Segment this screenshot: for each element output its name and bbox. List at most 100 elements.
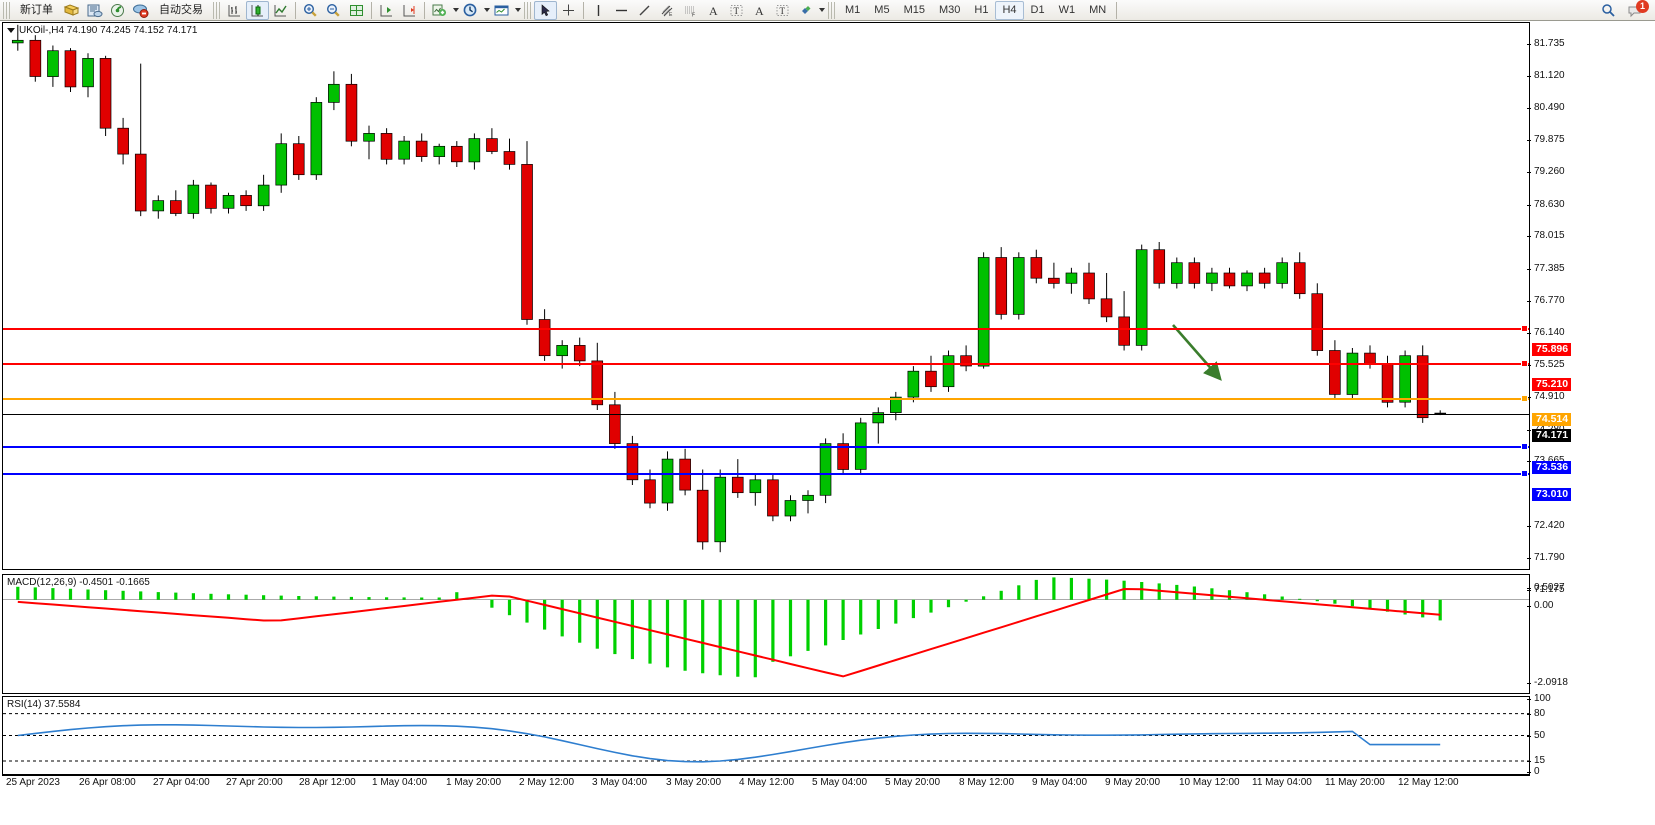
time-tick: 3 May 04:00 [592, 777, 648, 788]
level-handle[interactable] [1521, 325, 1528, 332]
level-line-support-2[interactable] [3, 473, 1529, 475]
label-icon[interactable]: T [725, 1, 748, 20]
fibonacci-icon[interactable]: F [679, 1, 702, 20]
time-tick: 28 Apr 12:00 [299, 777, 356, 788]
timeframe-m15[interactable]: M15 [903, 3, 925, 16]
line-chart-icon[interactable] [269, 1, 292, 20]
price-tag-resistance-1[interactable]: 75.896 [1532, 343, 1572, 356]
toolbar-divider-2 [371, 1, 372, 19]
indicators-chevron-down-icon[interactable] [453, 8, 459, 12]
toolbar-grip-2[interactable] [213, 1, 220, 19]
time-tick: 5 May 20:00 [885, 777, 941, 788]
level-line-resistance-2[interactable] [3, 363, 1529, 365]
portfolio-icon[interactable] [60, 1, 83, 20]
chart-area[interactable]: UKOil-,H4 74.190 74.245 74.152 74.171 MA… [0, 21, 1655, 825]
symbol-dropdown-icon[interactable] [7, 27, 15, 33]
rsi-series [3, 713, 1529, 763]
svg-text:E: E [669, 12, 673, 18]
level-handle[interactable] [1521, 470, 1528, 477]
time-tick: 27 Apr 20:00 [226, 777, 283, 788]
crosshair-icon[interactable] [557, 1, 580, 20]
timeframe-h4[interactable]: H4 [995, 0, 1024, 20]
timeframe-m1[interactable]: M1 [845, 3, 861, 16]
autoscroll-icon[interactable] [398, 1, 421, 20]
objects-chevron-down-icon[interactable] [819, 8, 825, 12]
new-order-button[interactable]: 新订单 [20, 3, 53, 16]
toolbar-grip-3[interactable] [524, 1, 531, 19]
news-icon[interactable] [83, 1, 106, 20]
svg-text:T: T [734, 6, 740, 16]
search-icon[interactable] [1597, 1, 1620, 20]
time-tick: 3 May 20:00 [666, 777, 722, 788]
candlestick-icon[interactable] [246, 0, 269, 20]
signals-icon[interactable] [106, 1, 129, 20]
time-tick: 10 May 12:00 [1179, 777, 1240, 788]
timeframe-d1[interactable]: D1 [1030, 3, 1045, 16]
templates-icon[interactable] [490, 1, 513, 20]
level-handle[interactable] [1521, 395, 1528, 402]
level-line-current-price [3, 414, 1529, 415]
level-handle[interactable] [1521, 360, 1528, 367]
time-tick: 27 Apr 04:00 [153, 777, 210, 788]
macd-label: MACD(12,26,9) -0.4501 -0.1665 [7, 577, 150, 588]
level-line-pivot[interactable] [3, 398, 1529, 400]
autotrading-button[interactable]: 自动交易 [159, 3, 203, 16]
macd-pane[interactable]: MACD(12,26,9) -0.4501 -0.1665 [2, 574, 1530, 694]
objects-icon[interactable] [794, 1, 817, 20]
level-line-resistance-1[interactable] [3, 328, 1529, 330]
alerts-icon[interactable]: 1 [1624, 0, 1649, 20]
level-handle[interactable] [1521, 443, 1528, 450]
timeframe-m5[interactable]: M5 [874, 3, 890, 16]
price-tag-support-2[interactable]: 73.010 [1532, 488, 1572, 501]
time-tick: 12 May 12:00 [1398, 777, 1459, 788]
zoom-in-icon[interactable] [299, 1, 322, 20]
price-scale[interactable]: 81.735 81.120 80.490 79.875 79.260 78.630 78.0… [1527, 38, 1655, 777]
price-tag-resistance-2[interactable]: 75.210 [1532, 378, 1572, 391]
svg-text:A: A [709, 4, 718, 18]
time-axis[interactable]: 25 Apr 2023 26 Apr 08:00 27 Apr 04:00 27 Ap… [0, 777, 1655, 795]
period-icon[interactable] [459, 1, 482, 20]
time-tick: 11 May 20:00 [1325, 777, 1385, 788]
toolbar-grip-4[interactable] [828, 1, 835, 19]
bar-chart-icon[interactable] [223, 1, 246, 20]
autotrading-icon[interactable] [129, 1, 152, 20]
cursor-icon[interactable] [534, 0, 557, 20]
indicators-icon[interactable] [428, 1, 451, 20]
templates-chevron-down-icon[interactable] [515, 8, 521, 12]
hline-icon[interactable] [610, 1, 633, 20]
price-pane[interactable]: UKOil-,H4 74.190 74.245 74.152 74.171 [2, 22, 1530, 570]
rsi-pane[interactable]: RSI(14) 37.5584 [2, 696, 1530, 775]
timeframe-w1[interactable]: W1 [1058, 3, 1076, 16]
price-tag-support-1[interactable]: 73.536 [1532, 461, 1572, 474]
text-icon[interactable]: A [702, 1, 725, 20]
zoom-out-icon[interactable] [322, 1, 345, 20]
toolbar-divider-3 [424, 1, 425, 19]
time-tick: 1 May 04:00 [372, 777, 428, 788]
toolbar-divider [295, 1, 296, 19]
rsi-label: RSI(14) 37.5584 [7, 699, 81, 710]
price-tag-current-price[interactable]: 74.171 [1532, 429, 1572, 442]
time-tick: 26 Apr 08:00 [79, 777, 136, 788]
vline-icon[interactable] [587, 1, 610, 20]
time-tick: 8 May 12:00 [959, 777, 1015, 788]
text-tool-icon[interactable]: A [748, 1, 771, 20]
label-tool-icon[interactable]: T [771, 1, 794, 20]
time-tick: 25 Apr 2023 [6, 777, 60, 788]
time-tick: 5 May 04:00 [812, 777, 868, 788]
timeframe-h1[interactable]: H1 [974, 3, 989, 16]
level-line-support-1[interactable] [3, 446, 1529, 448]
shift-icon[interactable] [375, 1, 398, 20]
time-tick: 1 May 20:00 [446, 777, 502, 788]
toolbar-grip[interactable] [3, 1, 10, 19]
data-window-icon[interactable] [345, 1, 368, 20]
trendline-icon[interactable] [633, 1, 656, 20]
macd-series [3, 577, 1529, 678]
symbol-header: UKOil-,H4 74.190 74.245 74.152 74.171 [7, 25, 197, 36]
down-arrow[interactable] [1163, 311, 1243, 391]
period-chevron-down-icon[interactable] [484, 8, 490, 12]
time-axis-line [2, 775, 1530, 776]
price-tag-pivot[interactable]: 74.514 [1532, 413, 1572, 426]
timeframe-m30[interactable]: M30 [938, 3, 961, 16]
equidistant-channel-icon[interactable]: E [656, 1, 679, 20]
timeframe-mn[interactable]: MN [1089, 3, 1107, 16]
